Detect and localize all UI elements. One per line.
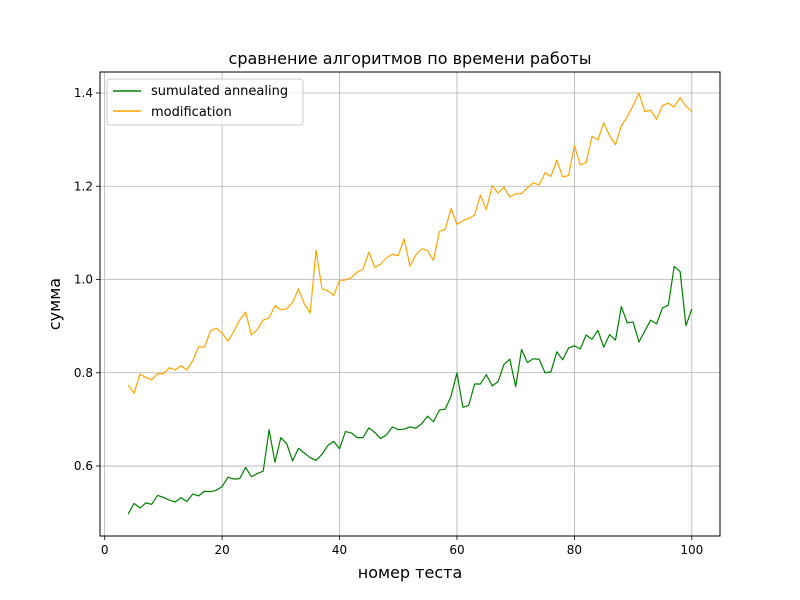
series-line-sumulated-annealing <box>127 265 693 515</box>
x-tick-label: 20 <box>214 543 229 557</box>
chart-title: сравнение алгоритмов по времени работы <box>229 49 592 68</box>
y-tick-label: 0.8 <box>74 366 93 380</box>
legend-label-sumulated-annealing: sumulated annealing <box>151 84 288 99</box>
plot-frame <box>99 71 721 537</box>
x-tick-label: 40 <box>332 543 347 557</box>
legend-label-modification: modification <box>151 105 232 120</box>
series-lines <box>127 92 693 515</box>
y-tick-label: 1.2 <box>74 179 93 193</box>
x-tick-label: 0 <box>101 543 109 557</box>
x-axis-label: номер теста <box>358 563 463 582</box>
y-tick-label: 1.0 <box>74 273 93 287</box>
grid <box>100 72 720 536</box>
legend-box <box>106 78 304 126</box>
y-tick-label: 1.4 <box>74 86 93 100</box>
axis-ticks: 0 20 40 60 80 100 0.6 0.8 1.0 1.2 1.4 <box>74 86 703 557</box>
x-tick-label: 100 <box>680 543 703 557</box>
legend: sumulated annealing modification <box>106 78 304 126</box>
y-tick-label: 0.6 <box>74 459 93 473</box>
series-line-modification <box>127 92 693 394</box>
x-tick-label: 60 <box>449 543 464 557</box>
x-tick-label: 80 <box>567 543 582 557</box>
y-axis-label: сумма <box>45 278 64 330</box>
